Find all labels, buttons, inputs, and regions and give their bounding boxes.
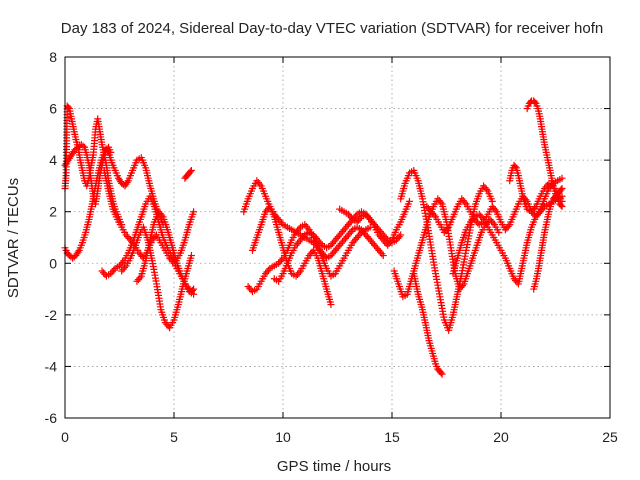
data-point <box>557 201 565 209</box>
series-trace-16 <box>410 270 446 378</box>
data-point <box>123 178 131 186</box>
x-tick-label: 25 <box>602 429 618 445</box>
data-point <box>495 228 503 236</box>
y-tick-label: 4 <box>49 152 57 168</box>
data-point <box>356 215 364 223</box>
data-point <box>378 250 386 258</box>
data-point <box>136 274 144 282</box>
data-point <box>187 166 195 174</box>
y-tick-label: 6 <box>49 101 57 117</box>
y-tick-label: 8 <box>49 49 57 65</box>
y-tick-label: 0 <box>49 255 57 271</box>
data-point <box>387 238 395 246</box>
data-point <box>530 204 538 212</box>
data-point <box>190 208 198 216</box>
data-point <box>158 211 166 219</box>
series-trace-21 <box>530 185 566 293</box>
data-point <box>304 224 312 232</box>
series-trace-4 <box>98 192 198 280</box>
data-point <box>186 168 194 176</box>
plot-frame <box>64 56 611 419</box>
data-point <box>327 301 335 309</box>
data-point <box>437 198 445 206</box>
data-point <box>299 233 307 241</box>
data-point <box>504 222 512 230</box>
data-point <box>405 197 413 205</box>
series-trace-15 <box>397 166 496 334</box>
data-point <box>461 198 469 206</box>
data-point <box>356 230 364 238</box>
data-point <box>118 258 126 266</box>
data-point <box>478 214 486 222</box>
series-trace-20 <box>523 97 566 211</box>
y-axis-label: SDTVAR / TECUs <box>5 178 22 298</box>
data-point <box>278 256 286 264</box>
data-point <box>511 163 519 171</box>
x-axis-label: GPS time / hours <box>277 458 391 475</box>
data-point <box>558 174 566 182</box>
data-point <box>264 266 272 274</box>
data-point <box>317 240 325 248</box>
data-point <box>539 204 547 212</box>
data-point <box>365 214 373 222</box>
data-markers <box>61 97 566 378</box>
x-tick-label: 15 <box>384 429 400 445</box>
data-point <box>437 369 445 377</box>
data-point <box>491 206 499 214</box>
y-tick-label: -6 <box>45 410 58 426</box>
y-tick-label: -2 <box>45 307 58 323</box>
data-point <box>110 266 118 274</box>
data-point <box>531 98 539 106</box>
data-point <box>558 203 566 211</box>
data-point <box>79 142 87 150</box>
data-point <box>347 227 355 235</box>
data-point <box>190 290 198 298</box>
data-point <box>347 214 355 222</box>
data-point <box>64 103 72 111</box>
data-point <box>295 269 303 277</box>
data-point <box>430 211 438 219</box>
data-point <box>395 233 403 241</box>
x-tick-label: 0 <box>61 429 69 445</box>
data-point <box>256 180 264 188</box>
series-trace-8 <box>181 166 195 182</box>
data-point <box>482 185 490 193</box>
data-point <box>278 219 286 227</box>
data-point <box>469 215 477 223</box>
data-point <box>489 219 497 227</box>
series-trace-7 <box>133 208 198 298</box>
series-trace-13 <box>336 197 413 249</box>
data-point <box>397 231 405 239</box>
data-point <box>557 186 565 194</box>
data-point <box>438 370 446 378</box>
data-point <box>107 148 115 156</box>
x-tick-label: 5 <box>170 429 178 445</box>
data-point <box>187 252 195 260</box>
y-tick-label: -4 <box>45 358 58 374</box>
data-point <box>558 185 566 193</box>
x-tick-label: 10 <box>275 429 291 445</box>
data-point <box>121 264 129 272</box>
data-point <box>295 225 303 233</box>
series-trace-14 <box>390 195 503 301</box>
data-point <box>443 225 451 233</box>
y-tick-label: 2 <box>49 204 57 220</box>
x-tick-label: 20 <box>493 429 509 445</box>
data-point <box>379 252 387 260</box>
chart-title: Day 183 of 2024, Sidereal Day-to-day VTE… <box>61 20 603 37</box>
series-trace-11 <box>248 203 335 309</box>
data-point <box>74 248 82 256</box>
